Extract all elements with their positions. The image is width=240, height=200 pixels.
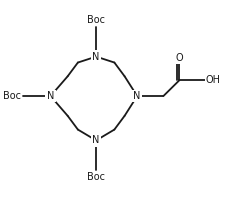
Text: O: O [175, 53, 183, 63]
Text: OH: OH [205, 75, 221, 85]
Text: Boc: Boc [87, 172, 105, 182]
Text: N: N [47, 91, 54, 101]
Text: Boc: Boc [3, 91, 21, 101]
Text: Boc: Boc [87, 15, 105, 25]
Text: N: N [92, 52, 100, 62]
Text: N: N [133, 91, 141, 101]
Text: N: N [92, 135, 100, 145]
